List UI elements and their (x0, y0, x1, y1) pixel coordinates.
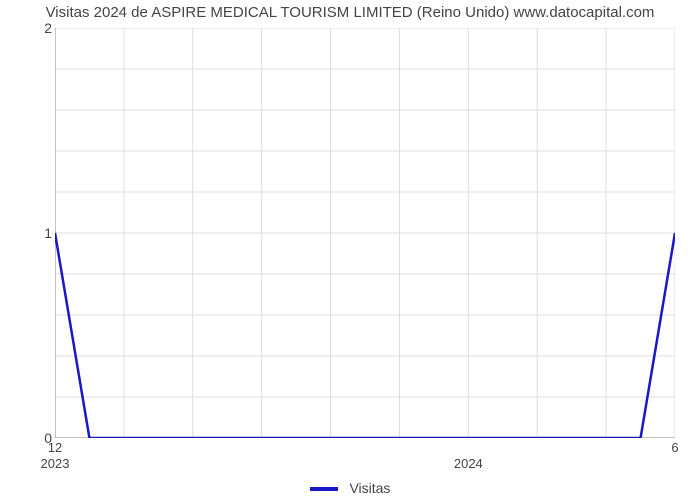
x-year-label: 2023 (41, 456, 70, 471)
x-tick: 6 (671, 440, 678, 455)
visits-chart: Visitas 2024 de ASPIRE MEDICAL TOURISM L… (0, 0, 700, 500)
plot-area (55, 28, 675, 438)
y-tick: 1 (44, 225, 52, 241)
y-tick: 2 (44, 20, 52, 36)
legend-swatch (310, 487, 338, 491)
x-tick: 12 (48, 440, 62, 455)
legend: Visitas (0, 480, 700, 496)
legend-label: Visitas (349, 480, 390, 496)
plot-svg (55, 28, 675, 438)
chart-title: Visitas 2024 de ASPIRE MEDICAL TOURISM L… (0, 4, 700, 21)
x-year-label: 2024 (454, 456, 483, 471)
